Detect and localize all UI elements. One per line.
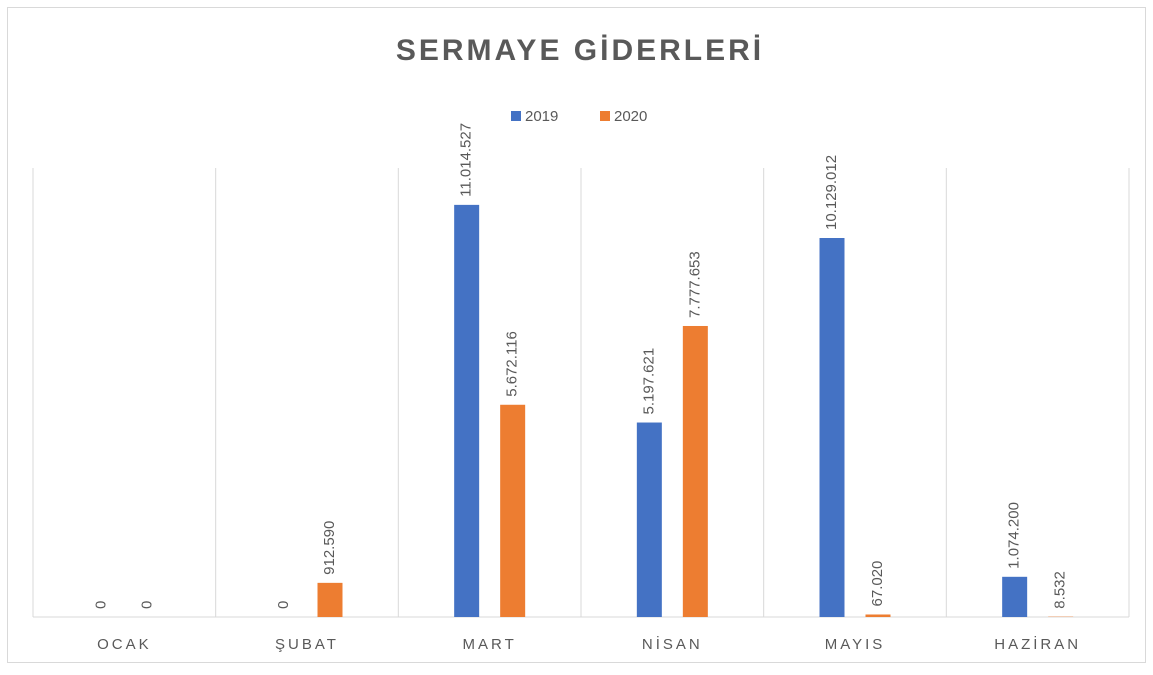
legend-label: 2019	[525, 108, 558, 125]
x-tick-label: ŞUBAT	[275, 636, 339, 653]
data-label: 5.672.116	[504, 331, 521, 397]
bar	[500, 404, 526, 617]
bar	[819, 238, 845, 617]
bar	[636, 422, 662, 617]
x-tick-label: HAZİRAN	[994, 635, 1081, 653]
x-tick-label: OCAK	[97, 636, 152, 653]
data-label: 5.197.621	[640, 348, 657, 415]
legend-label: 2020	[614, 108, 647, 125]
data-label: 10.129.012	[823, 155, 840, 230]
bar	[317, 582, 343, 617]
data-label: 912.590	[321, 521, 338, 575]
chart-border	[7, 7, 1146, 663]
data-label: 0	[92, 601, 109, 609]
legend-swatch	[511, 111, 521, 121]
legend-swatch	[600, 111, 610, 121]
data-label: 8.532	[1052, 571, 1069, 609]
bar	[682, 325, 708, 617]
bar	[454, 204, 480, 617]
data-label: 11.014.527	[458, 123, 475, 197]
x-tick-label: MAYIS	[825, 636, 886, 653]
data-label: 7.777.653	[686, 251, 703, 318]
chart-title: SERMAYE GİDERLERİ	[396, 34, 764, 67]
x-tick-label: NİSAN	[642, 635, 703, 653]
x-tick-label: MART	[463, 636, 517, 653]
bar	[1002, 576, 1028, 617]
data-label: 1.074.200	[1006, 502, 1023, 569]
bar	[865, 614, 891, 617]
data-label: 0	[275, 601, 292, 609]
data-label: 0	[138, 601, 155, 609]
data-label: 67.020	[869, 561, 886, 607]
